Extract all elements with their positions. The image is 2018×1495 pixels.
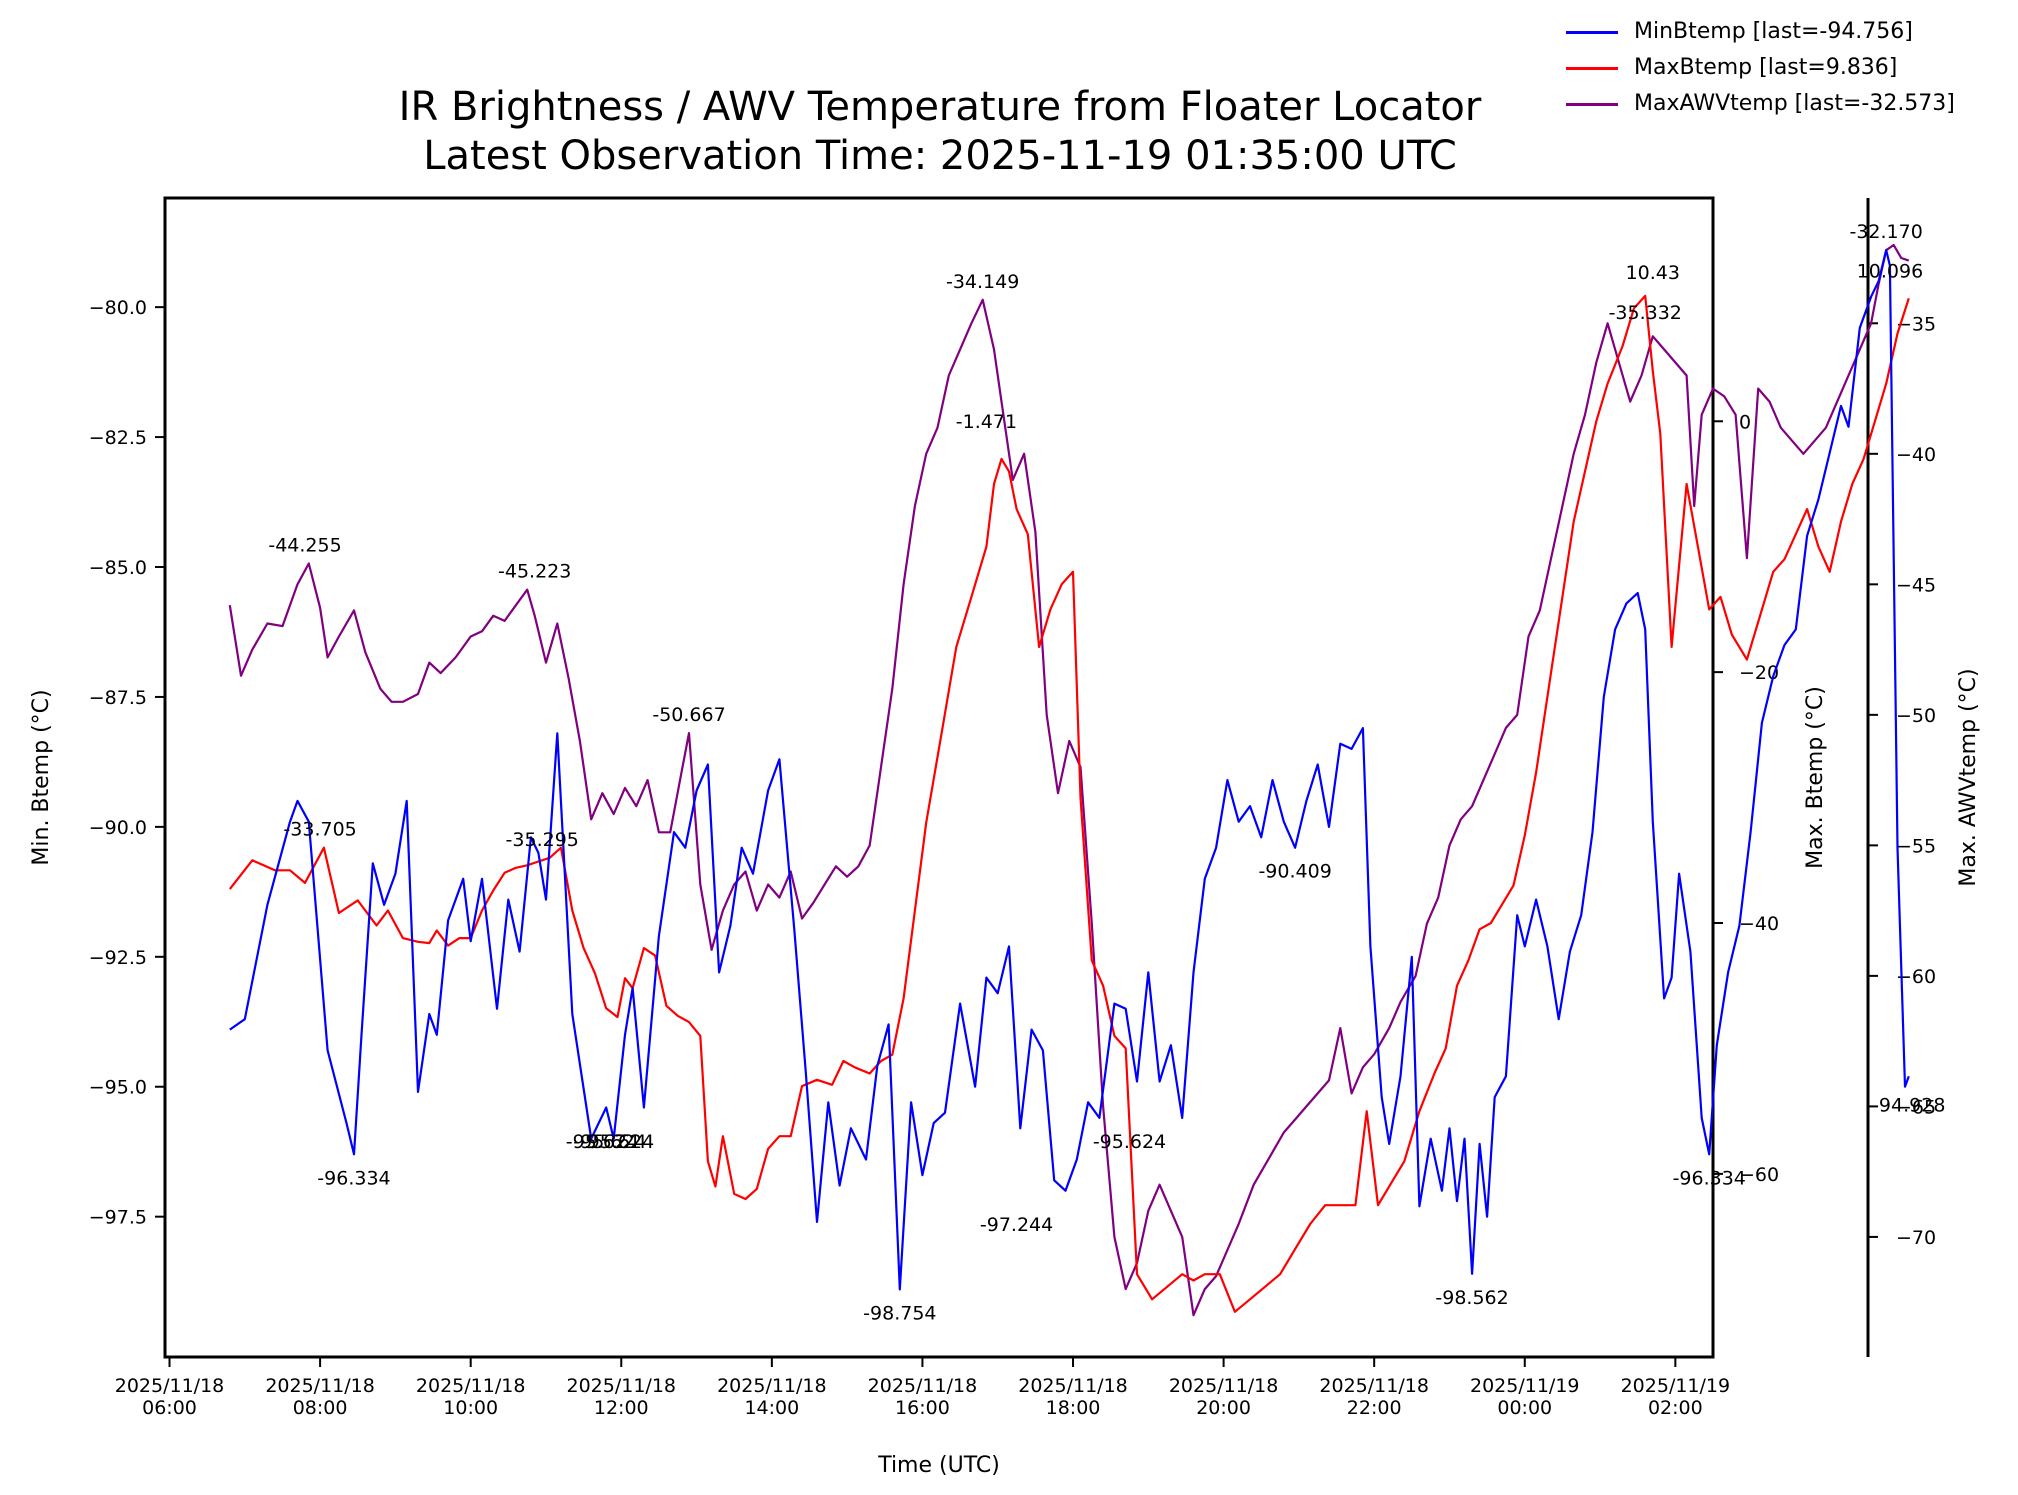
x-tick-label-date: 2025/11/18 — [265, 1375, 375, 1397]
data-label-maxawvtemp: -45.223 — [498, 561, 571, 583]
y-right-tick-label: −60 — [1739, 1164, 1779, 1186]
y-awv-tick-label: −50 — [1896, 705, 1936, 727]
x-tick-label-time: 22:00 — [1347, 1397, 1402, 1419]
x-tick-label-date: 2025/11/19 — [1621, 1375, 1731, 1397]
x-tick-label-date: 2025/11/18 — [868, 1375, 978, 1397]
y-right-tick-label: 0 — [1739, 411, 1751, 433]
y-awv-tick-label: −60 — [1896, 966, 1936, 988]
data-label-maxbtemp: 10.43 — [1626, 262, 1680, 284]
data-label-minbtemp: -94.928 — [1872, 1095, 1945, 1117]
series-line-maxbtemp — [228, 294, 1910, 1313]
y-awv-axis-label: Max. AWVtemp (°C) — [1956, 668, 1981, 886]
x-tick-label-time: 20:00 — [1196, 1397, 1251, 1419]
legend-entry-minbtemp: MinBtemp [last=-94.756] — [1560, 14, 2010, 50]
y-right-axis-label: Max. Btemp (°C) — [1803, 686, 1828, 869]
y-left-tick-label: −92.5 — [89, 947, 147, 969]
data-label-maxbtemp: -1.471 — [956, 411, 1017, 433]
x-tick-label-time: 12:00 — [594, 1397, 649, 1419]
data-label-minbtemp: -95.624 — [581, 1131, 654, 1153]
x-tick-label-date: 2025/11/19 — [1470, 1375, 1580, 1397]
x-tick-label-time: 02:00 — [1648, 1397, 1703, 1419]
legend-label-maxawvtemp: MaxAWVtemp [last=-32.573] — [1634, 91, 1955, 116]
y-right-tick-label: −20 — [1739, 662, 1779, 684]
x-tick-label-time: 10:00 — [443, 1397, 498, 1419]
x-tick-label-date: 2025/11/18 — [1169, 1375, 1279, 1397]
x-tick-label-time: 18:00 — [1046, 1397, 1101, 1419]
chart-title: IR Brightness / AWV Temperature from Flo… — [398, 84, 1482, 130]
data-label-maxbtemp: -35.295 — [506, 829, 579, 851]
y-awv-tick-label: −70 — [1896, 1227, 1936, 1249]
y-left-tick-label: −90.0 — [89, 817, 147, 839]
data-label-minbtemp: -96.334 — [317, 1167, 390, 1189]
x-tick-label-date: 2025/11/18 — [1319, 1375, 1429, 1397]
y-right-tick-label: −40 — [1739, 913, 1779, 935]
legend-label-maxbtemp: MaxBtemp [last=9.836] — [1634, 55, 1898, 80]
data-label-minbtemp: -90.409 — [1258, 861, 1331, 883]
data-label-maxawvtemp: -34.149 — [946, 271, 1019, 293]
x-tick-label-time: 08:00 — [293, 1397, 348, 1419]
data-label-maxawvtemp: -35.332 — [1609, 302, 1682, 324]
y-left-tick-label: −82.5 — [89, 427, 147, 449]
data-label-maxawvtemp: -44.255 — [268, 534, 341, 556]
y-awv-tick-label: −45 — [1896, 574, 1936, 596]
data-label-maxawvtemp: -32.170 — [1849, 221, 1922, 243]
x-tick-label-time: 06:00 — [142, 1397, 197, 1419]
legend-label-minbtemp: MinBtemp [last=-94.756] — [1634, 19, 1913, 44]
x-tick-label-time: 16:00 — [895, 1397, 950, 1419]
y-left-tick-label: −97.5 — [89, 1207, 147, 1229]
data-label-minbtemp: -98.754 — [863, 1302, 936, 1324]
legend-swatch-maxawvtemp — [1566, 103, 1618, 106]
data-label-minbtemp: -96.334 — [1673, 1167, 1746, 1189]
data-label-maxbtemp: 10.096 — [1857, 261, 1923, 283]
y-left-tick-label: −87.5 — [89, 687, 147, 709]
legend-swatch-minbtemp — [1566, 31, 1618, 34]
x-tick-label-date: 2025/11/18 — [416, 1375, 526, 1397]
data-label-maxbtemp: -33.705 — [283, 819, 356, 841]
x-tick-label-date: 2025/11/18 — [567, 1375, 677, 1397]
x-tick-label-date: 2025/11/18 — [115, 1375, 225, 1397]
x-tick-label-time: 14:00 — [744, 1397, 799, 1419]
y-left-tick-label: −85.0 — [89, 557, 147, 579]
y-left-tick-label: −95.0 — [89, 1077, 147, 1099]
y-left-tick-label: −80.0 — [89, 297, 147, 319]
legend: MinBtemp [last=-94.756] MaxBtemp [last=9… — [1560, 14, 2010, 122]
data-label-minbtemp: -95.624 — [573, 1131, 646, 1153]
data-label-maxawvtemp: -50.667 — [652, 704, 725, 726]
y-left-axis-label: Min. Btemp (°C) — [29, 689, 54, 865]
y-awv-tick-label: −55 — [1896, 835, 1936, 857]
legend-entry-maxawvtemp: MaxAWVtemp [last=-32.573] — [1560, 86, 2010, 122]
series-line-minbtemp — [229, 248, 1910, 1291]
x-tick-label-date: 2025/11/18 — [717, 1375, 827, 1397]
legend-swatch-maxbtemp — [1566, 67, 1618, 70]
data-label-minbtemp: -98.562 — [1435, 1287, 1508, 1309]
legend-entry-maxbtemp: MaxBtemp [last=9.836] — [1560, 50, 2010, 86]
data-label-minbtemp: -95.624 — [566, 1131, 639, 1153]
data-label-minbtemp: -95.624 — [1093, 1131, 1166, 1153]
data-label-minbtemp: -97.244 — [980, 1214, 1053, 1236]
chart-subtitle: Latest Observation Time: 2025-11-19 01:3… — [423, 133, 1457, 179]
x-tick-label-time: 00:00 — [1497, 1397, 1552, 1419]
x-tick-label-date: 2025/11/18 — [1018, 1375, 1128, 1397]
y-awv-tick-label: −35 — [1896, 313, 1936, 335]
y-awv-tick-label: −65 — [1896, 1096, 1936, 1118]
plot-frame — [163, 196, 1715, 1359]
y-awv-tick-label: −40 — [1896, 444, 1936, 466]
x-axis-label: Time (UTC) — [877, 1453, 1000, 1478]
